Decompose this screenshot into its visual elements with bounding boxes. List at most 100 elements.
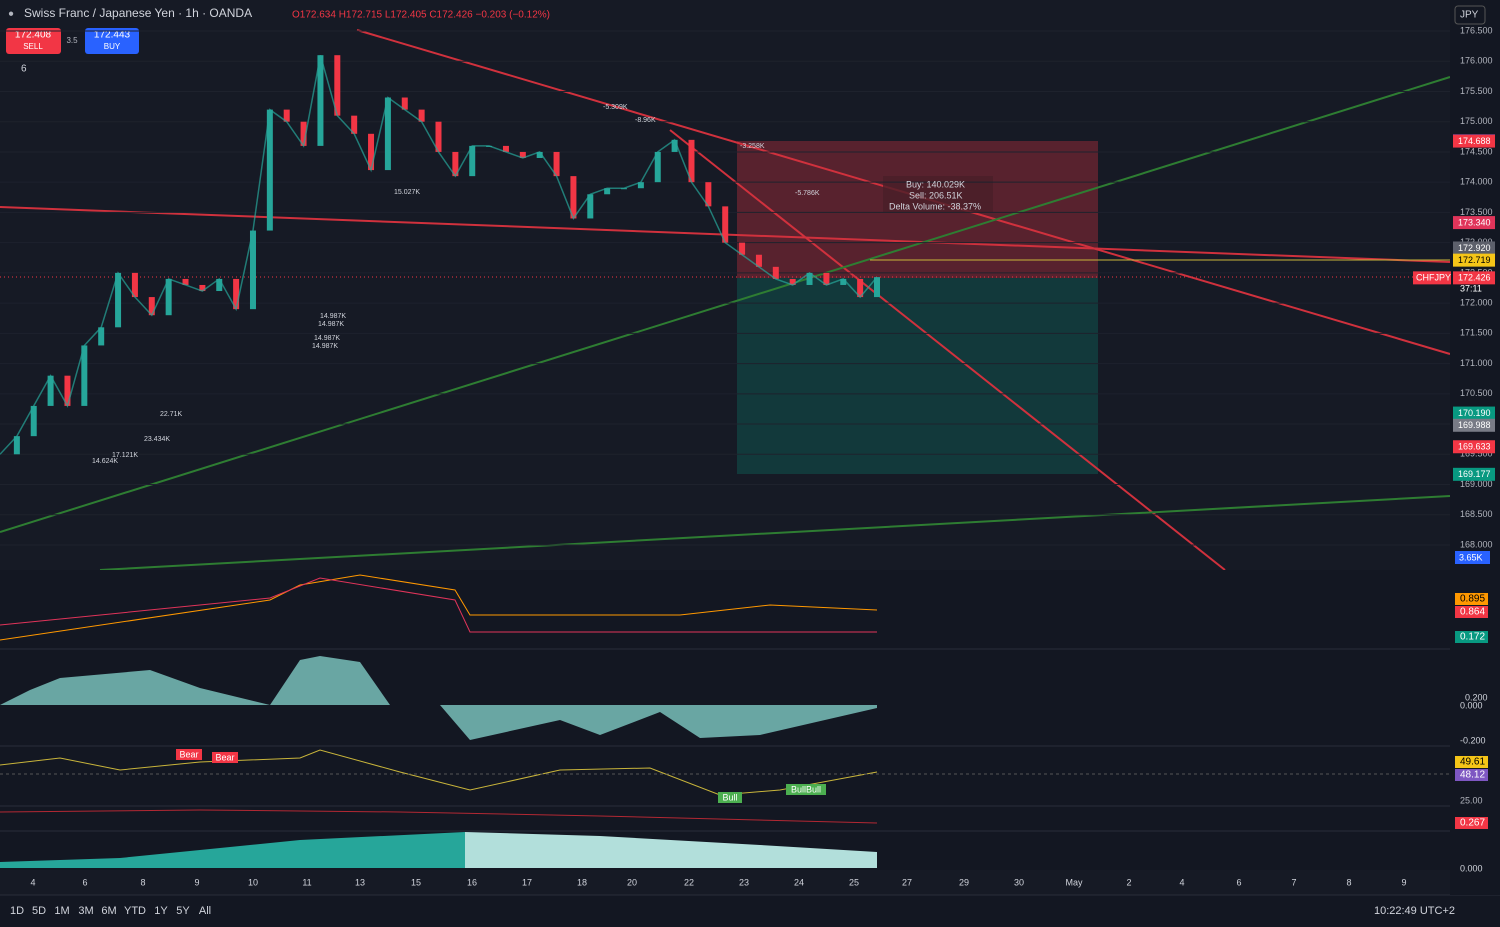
label-box [176, 749, 202, 760]
candle [148, 297, 155, 316]
badge [1455, 817, 1488, 829]
symbol-title: Swiss Franc / Japanese Yen · 1h · OANDA [24, 6, 252, 20]
buy-price[interactable]: 172.443 [94, 30, 131, 41]
range-button[interactable]: 5Y [176, 905, 190, 917]
candle [722, 206, 729, 243]
sell-button[interactable] [6, 28, 61, 54]
candle [772, 266, 779, 279]
footer-bar [0, 895, 1500, 927]
x-tick-label: 13 [355, 877, 365, 887]
osc-line [0, 577, 877, 633]
y-tick-label: 171.500 [1460, 328, 1493, 338]
y-tick-label: 176.000 [1460, 56, 1493, 66]
osc-line [0, 809, 878, 824]
candle [469, 145, 476, 177]
candle [30, 405, 37, 437]
currency[interactable]: JPY [1460, 10, 1479, 21]
x-tick-label: 9 [194, 877, 199, 887]
x-tick-label: 20 [627, 877, 637, 887]
clock: 10:22:49 UTC+2 [1374, 905, 1455, 917]
volume-badge-box [1455, 551, 1490, 564]
price-badge [1453, 216, 1495, 230]
candle [81, 345, 88, 406]
range-button[interactable]: 5D [32, 905, 46, 917]
candle [874, 277, 880, 298]
annotation: 17.121K [112, 452, 138, 459]
annotation: 14.624K [92, 458, 118, 465]
badge-text: 0.267 [1460, 818, 1485, 829]
x-tick-label: 10 [248, 877, 258, 887]
range-button[interactable]: 6M [101, 905, 116, 917]
candle [705, 182, 712, 207]
x-tick-label: 6 [1236, 877, 1241, 887]
y-tick-label: 172.000 [1460, 297, 1493, 307]
range-button[interactable]: All [199, 905, 211, 917]
range-button[interactable]: 1Y [154, 905, 168, 917]
x-tick-label: 24 [794, 877, 804, 887]
currency-box[interactable] [1454, 5, 1486, 25]
annotation: 14.987K [314, 335, 340, 342]
countdown: 37:11 [1460, 284, 1482, 294]
x-tick-label: 16 [467, 877, 477, 887]
logo: ● [8, 9, 14, 20]
range-button[interactable]: 1D [10, 905, 24, 917]
candle [806, 272, 813, 285]
indicator-count[interactable]: 6 [21, 64, 27, 75]
candle [300, 121, 307, 146]
range-button[interactable]: 3M [78, 905, 93, 917]
price-line [0, 54, 878, 455]
candle [823, 272, 830, 285]
y-tick-label: 169.500 [1460, 449, 1493, 459]
badge [1455, 606, 1488, 618]
price-badge [1453, 241, 1495, 255]
price-badge-text: 170.190 [1458, 408, 1491, 418]
y-tick-label: 174.000 [1460, 177, 1493, 187]
tick-label: -0.200 [1460, 735, 1486, 745]
x-tick-label: 9 [1401, 877, 1406, 887]
tick-label: 25.00 [1460, 795, 1483, 805]
delta-text: Sell: 206.51K [909, 190, 963, 200]
candle [452, 151, 459, 177]
annotation: -8.96K [635, 117, 656, 124]
tick-label: 0.000 [1460, 863, 1483, 873]
candle [115, 272, 122, 328]
histogram [0, 656, 877, 740]
area [465, 832, 877, 868]
trendline [669, 129, 1226, 571]
annotation: 14.987K [320, 313, 346, 320]
candle [755, 254, 762, 267]
price-badge [1453, 406, 1495, 420]
candle [368, 133, 375, 171]
trendline [0, 76, 1451, 533]
sell-price[interactable]: 172.408 [15, 30, 52, 41]
buy-label[interactable]: BUY [104, 42, 121, 51]
candle [47, 375, 54, 406]
range-button[interactable]: 1M [54, 905, 69, 917]
annotation: 14.987K [312, 343, 338, 350]
tick-label: 0.000 [1460, 700, 1483, 710]
x-tick-label: 6 [82, 877, 87, 887]
signal-label: Bull [722, 792, 737, 802]
candle [637, 182, 644, 189]
sell-label[interactable]: SELL [23, 42, 43, 51]
candle [789, 278, 796, 285]
candle [553, 151, 560, 177]
candle [283, 109, 290, 122]
candle [216, 278, 223, 292]
price-badge [1453, 253, 1495, 267]
buy-button[interactable] [85, 28, 139, 54]
volume-badge: 3.65K [1459, 552, 1483, 562]
signal-label: Bear [179, 749, 198, 759]
symbol-tag: CHFJPY [1416, 273, 1451, 283]
x-tick-label: 23 [739, 877, 749, 887]
candle [688, 139, 695, 183]
price-badge-text: 173.340 [1458, 217, 1491, 227]
spread: 3.5 [66, 36, 78, 45]
price-badge-text: 174.688 [1458, 136, 1491, 146]
badge-text: 48.12 [1460, 770, 1485, 781]
candle [587, 194, 594, 219]
candle [317, 55, 324, 146]
range-button[interactable]: YTD [124, 905, 146, 917]
candle [536, 151, 543, 158]
